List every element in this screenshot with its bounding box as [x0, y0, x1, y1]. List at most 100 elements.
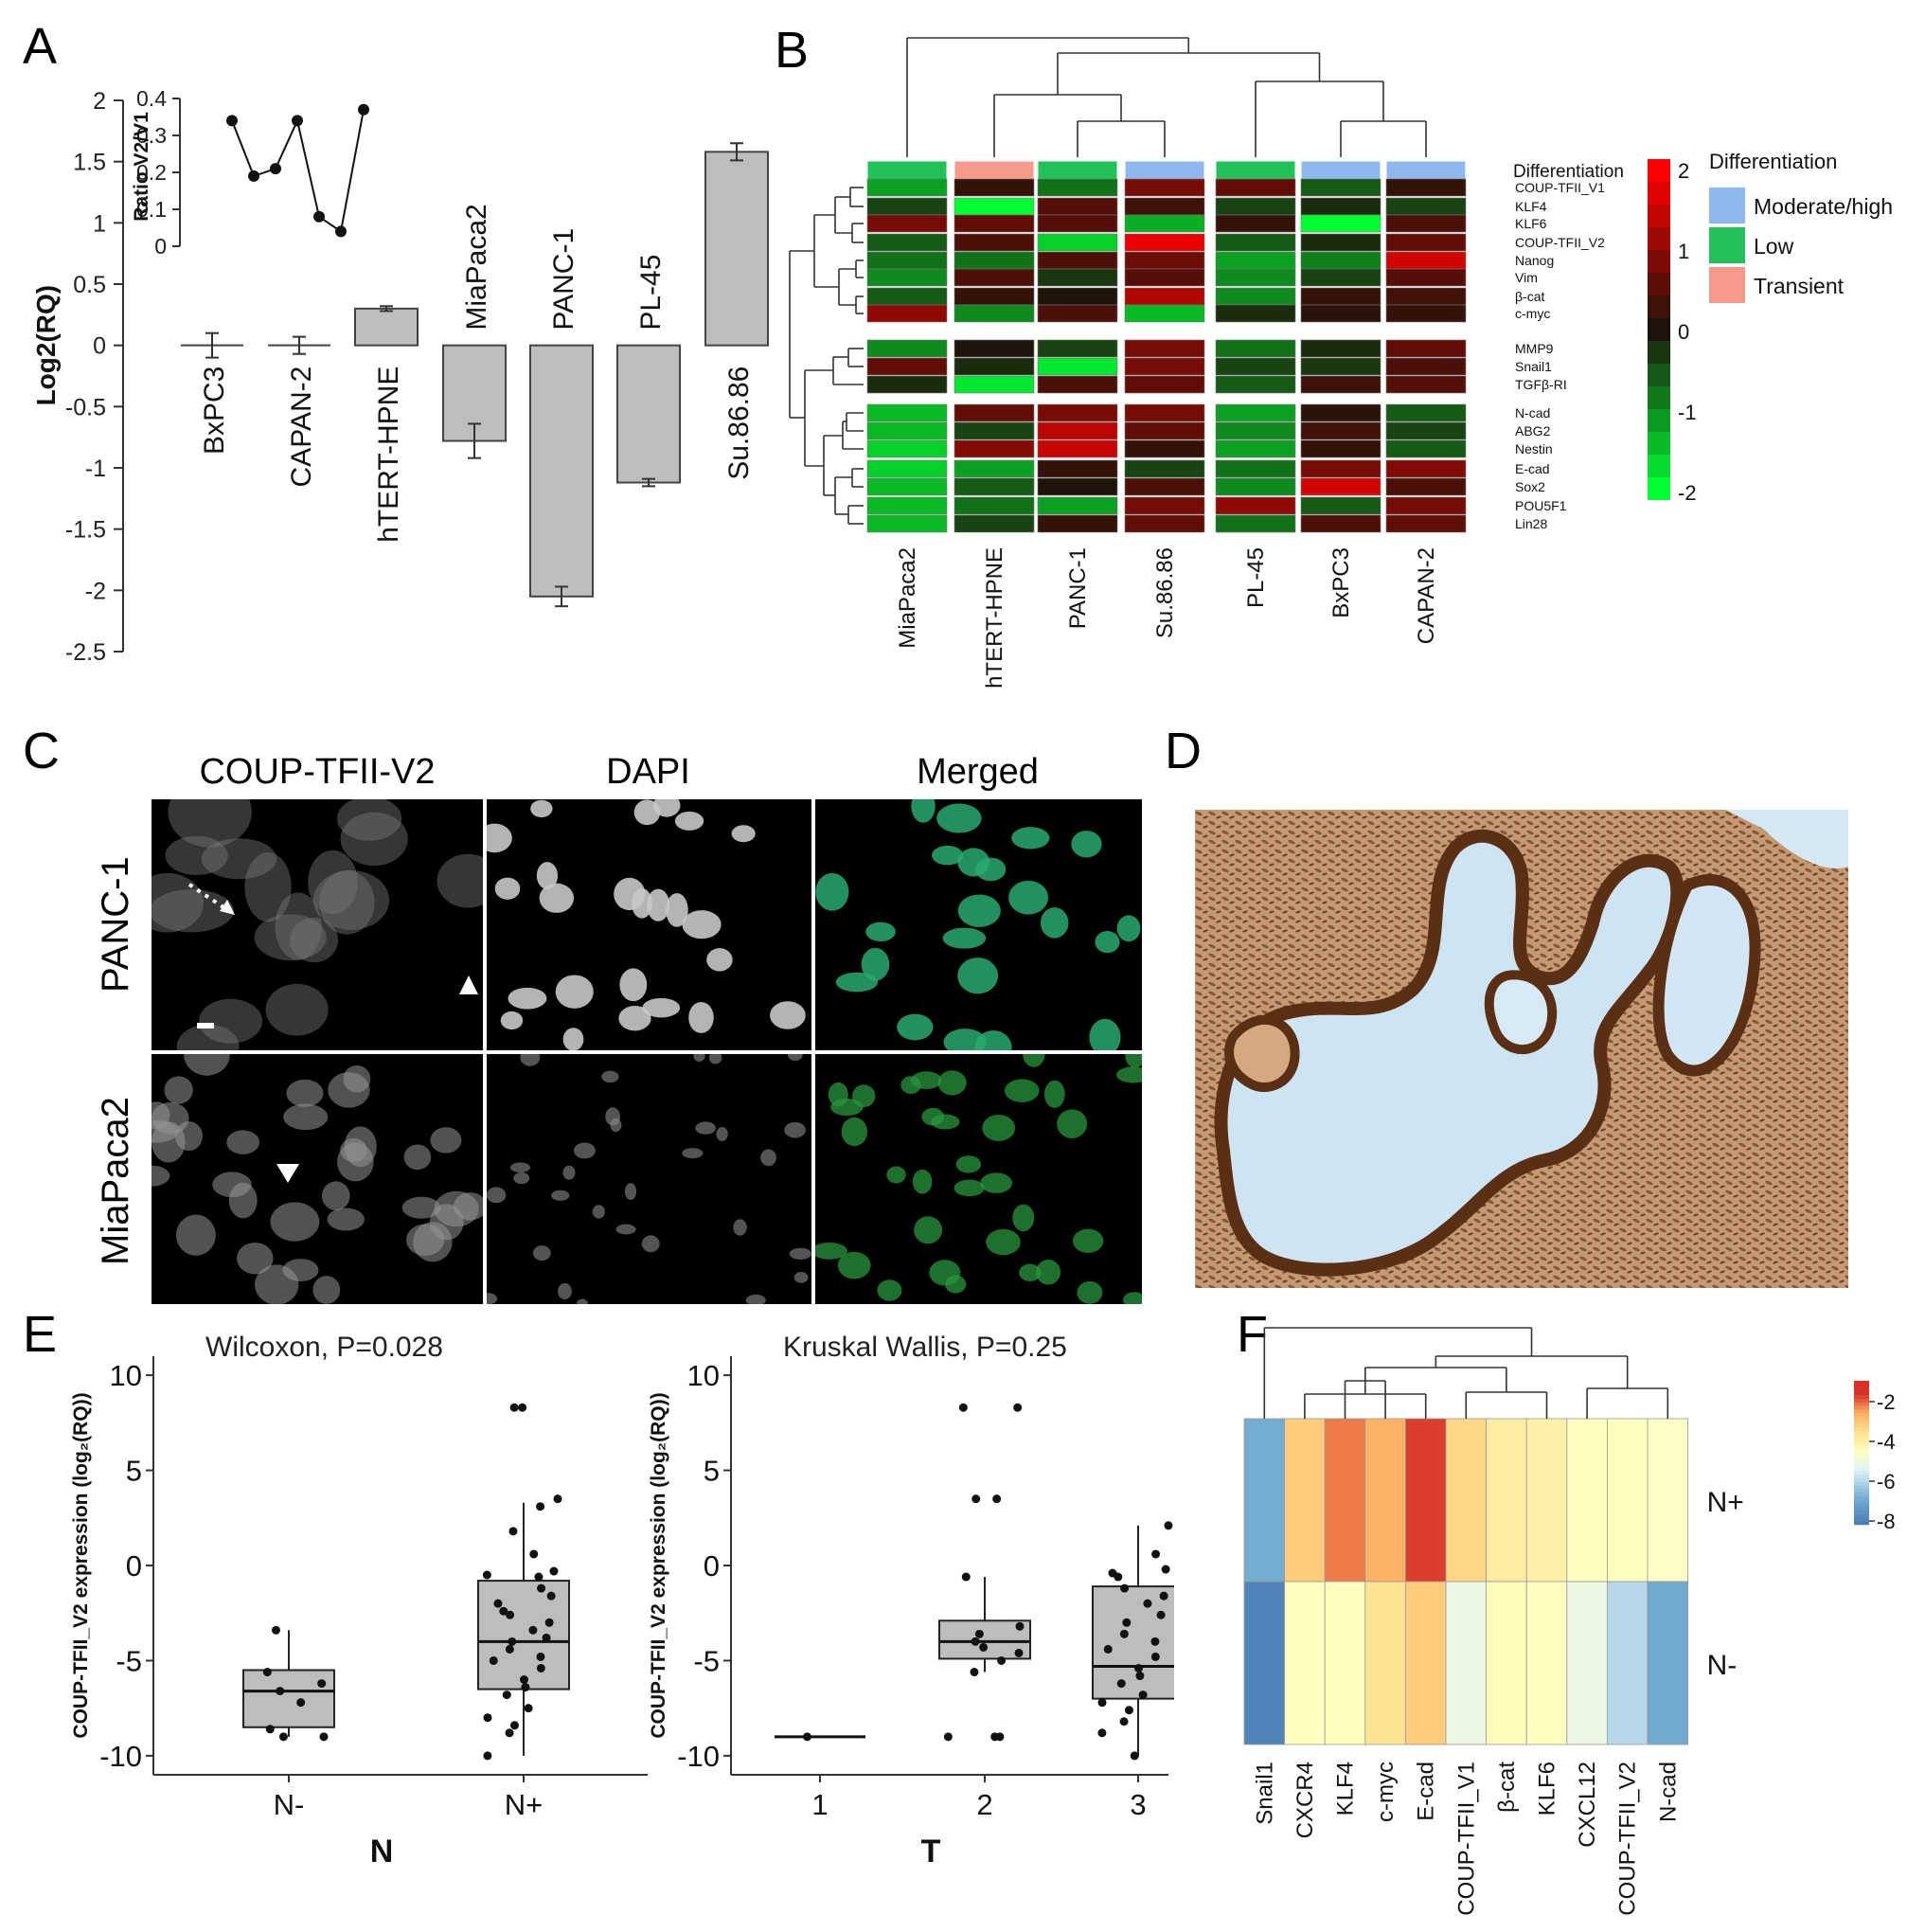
a-inset-tick-label: 0 [154, 234, 167, 259]
b-heat-cell [954, 357, 1035, 376]
f-heat-cell [1647, 1581, 1688, 1745]
cell-nucleus [1077, 1280, 1103, 1304]
a-y-tick-label: -1 [85, 456, 106, 482]
cell-nucleus [745, 1294, 766, 1304]
cell-nucleus [312, 870, 390, 930]
b-heat-cell [1385, 233, 1467, 252]
b-heat-cell [1215, 178, 1296, 197]
cell-nucleus [340, 812, 408, 867]
cell-nucleus [558, 1282, 572, 1300]
e-right-point [1120, 1583, 1130, 1593]
a-bar [616, 344, 681, 484]
cell-nucleus [520, 1054, 541, 1066]
cell-nucleus [1040, 907, 1069, 939]
cell-nucleus [841, 1117, 868, 1147]
e-left-point [506, 1610, 515, 1619]
f-heat-cell [1364, 1581, 1406, 1745]
cell-nucleus [539, 883, 575, 913]
b-row-label: COUP-TFII_V2 [1515, 235, 1605, 250]
b-heat-cell [1385, 496, 1467, 515]
a-category-label: BxPC3 [199, 367, 230, 455]
e-right-y-label: COUP-TFII_V2 expression (log₂(RQ)) [648, 1392, 669, 1738]
b-row-label: c-myc [1515, 306, 1550, 321]
b-heat-cell [954, 268, 1035, 287]
cell-nucleus [1089, 1018, 1121, 1050]
e-right-point [1116, 1679, 1126, 1689]
b-row-label: Sox2 [1515, 479, 1545, 494]
e-left-point [483, 1751, 492, 1761]
micro-miapaca2-coup [152, 1054, 483, 1304]
e-right-point [1135, 1672, 1145, 1681]
cell-field [487, 1054, 811, 1304]
b-annotation-cell [1300, 160, 1381, 183]
a-inset-line [231, 109, 365, 234]
e-left-point [524, 1704, 533, 1713]
b-heat-cell [954, 287, 1035, 306]
e-right-point [971, 1494, 981, 1504]
cell-field [815, 799, 1141, 1050]
b-heat-cell [1124, 514, 1205, 533]
f-colorbar-block [1854, 1441, 1869, 1446]
f-col-label: Snail1 [1252, 1762, 1277, 1825]
f-colorbar-block [1854, 1521, 1869, 1526]
cell-nucleus [576, 1298, 589, 1304]
cell-nucleus [770, 1001, 806, 1029]
cell-nucleus [815, 1242, 848, 1260]
cell-nucleus [706, 948, 733, 972]
f-colorbar-block [1854, 1438, 1869, 1442]
panel-d-histology-image [1195, 810, 1848, 1288]
b-annotation-cell [1124, 160, 1205, 183]
b-heat-cell [1037, 477, 1118, 496]
cell-nucleus [1023, 1054, 1045, 1067]
cell-field [152, 1054, 483, 1304]
b-heat-cell [1300, 375, 1381, 394]
a-y-tick-label: -0.5 [65, 394, 106, 420]
b-row-label: COUP-TFII_V1 [1515, 180, 1605, 195]
cell-nucleus [1004, 1079, 1040, 1102]
b-legend-label: Moderate/high [1754, 194, 1893, 219]
b-heat-cell [1300, 339, 1381, 358]
b-heat-cell [1037, 339, 1118, 358]
e-right-x-label: T [921, 1834, 941, 1869]
e-left-point [482, 1570, 491, 1580]
a-inset-point [292, 115, 303, 127]
b-annotation-cell [1037, 160, 1118, 183]
b-heat-cell [1124, 304, 1205, 323]
b-heat-cell [1215, 287, 1296, 306]
cell-nucleus [175, 1214, 216, 1256]
cell-nucleus [830, 1098, 864, 1117]
b-heat-cell [866, 357, 948, 376]
a-inset-tick-label: 0.2 [136, 160, 167, 185]
b-heat-cell [866, 421, 948, 440]
b-heat-cell [1385, 197, 1467, 216]
b-row-label: Lin28 [1515, 516, 1547, 531]
e-right-point [1143, 1599, 1152, 1608]
f-colorbar-block [1854, 1507, 1869, 1511]
a-y-tick-label: 2 [93, 88, 106, 115]
b-heat-cell [1124, 496, 1205, 515]
a-inset-tick-label: 0.3 [136, 123, 167, 148]
f-colorbar-block [1854, 1427, 1869, 1432]
cell-nucleus [1012, 1204, 1035, 1232]
b-heat-cell [1124, 233, 1205, 252]
b-heat-cell [1385, 214, 1467, 233]
b-heat-cell [866, 403, 948, 422]
b-heat-cell [1037, 421, 1118, 440]
f-heat-cell [1445, 1418, 1487, 1583]
b-heat-cell [1300, 233, 1381, 252]
b-heat-cell [954, 459, 1035, 478]
f-col-label: N-cad [1655, 1762, 1681, 1822]
f-colorbar-block [1854, 1471, 1869, 1475]
b-heat-cell [1037, 375, 1118, 394]
e-left-point [528, 1625, 538, 1635]
cell-nucleus [688, 1001, 714, 1033]
cell-nucleus [494, 877, 521, 900]
cell-nucleus [165, 835, 228, 876]
cell-nucleus [975, 857, 1007, 882]
f-heat-cell [1606, 1581, 1649, 1745]
b-row-label: Nestin [1515, 441, 1553, 456]
e-right-box [1092, 1585, 1174, 1700]
e-left-point [546, 1591, 556, 1601]
cell-nucleus [152, 1165, 170, 1187]
a-y-tick-label: 0.5 [73, 272, 106, 298]
